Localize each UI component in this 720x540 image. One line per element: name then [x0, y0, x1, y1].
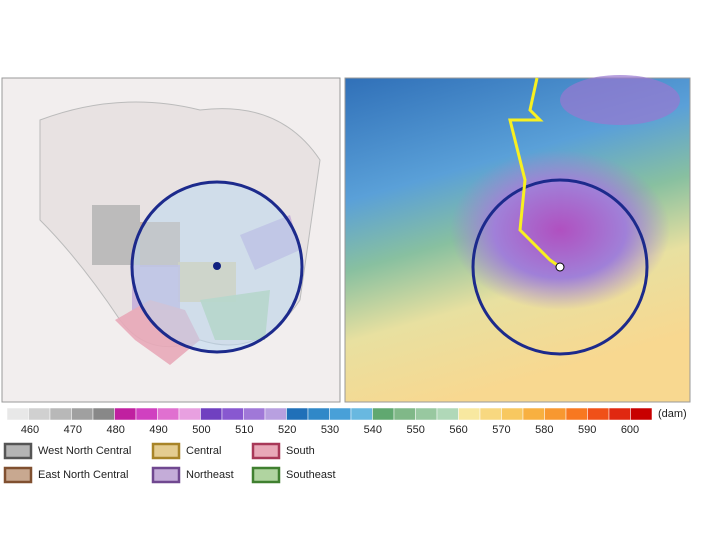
colorbar-tick-label: 590: [578, 424, 596, 436]
colorbar-swatch: [243, 407, 266, 421]
colorbar-swatch: [71, 407, 94, 421]
right-map: [344, 75, 691, 403]
colorbar-tick-label: 500: [192, 424, 210, 436]
colorbar-swatch: [630, 407, 653, 421]
legend-swatch: [3, 466, 33, 484]
colorbar-tick-label: 540: [364, 424, 382, 436]
colorbar-swatch: [264, 407, 287, 421]
colorbar-tick-label: 490: [149, 424, 167, 436]
colorbar-swatch: [307, 407, 330, 421]
colorbar-tick-label: 570: [492, 424, 510, 436]
colorbar-unit: (dam): [658, 408, 687, 420]
colorbar: 460 470 480 490 500 510 520 530 540 550 560 570 580 5…: [6, 407, 653, 436]
legend-swatch: [151, 466, 181, 484]
legend-label: Southeast: [286, 469, 336, 481]
colorbar-tick-label: 530: [321, 424, 339, 436]
left-map: [1, 77, 341, 403]
colorbar-swatch: [6, 407, 29, 421]
colorbar-tick-label: 510: [235, 424, 253, 436]
colorbar-swatch: [200, 407, 223, 421]
legend: West North Central Central South East North…: [3, 442, 336, 484]
colorbar-swatch: [350, 407, 373, 421]
legend-label: East North Central: [38, 469, 128, 481]
colorbar-swatch: [178, 407, 201, 421]
colorbar-swatch: [501, 407, 524, 421]
legend-swatch: [251, 442, 281, 460]
legend-label: South: [286, 445, 315, 457]
colorbar-swatch: [114, 407, 137, 421]
colorbar-swatch: [49, 407, 72, 421]
colorbar-swatch: [135, 407, 158, 421]
colorbar-tick-label: 550: [407, 424, 425, 436]
colorbar-swatch: [286, 407, 309, 421]
colorbar-swatch: [393, 407, 416, 421]
colorbar-tick-label: 480: [107, 424, 125, 436]
colorbar-swatch: [221, 407, 244, 421]
colorbar-swatch: [458, 407, 481, 421]
colorbar-swatch: [157, 407, 180, 421]
colorbar-swatch: [415, 407, 438, 421]
colorbar-swatch: [565, 407, 588, 421]
colorbar-swatch: [436, 407, 459, 421]
legend-swatch: [3, 442, 33, 460]
colorbar-tick-label: 560: [449, 424, 467, 436]
legend-swatch: [251, 466, 281, 484]
colorbar-swatch: [28, 407, 51, 421]
colorbar-swatch: [372, 407, 395, 421]
colorbar-swatch: [329, 407, 352, 421]
colorbar-tick-label: 470: [64, 424, 82, 436]
colorbar-swatch: [92, 407, 115, 421]
colorbar-swatch: [522, 407, 545, 421]
legend-label: Central: [186, 445, 221, 457]
colorbar-swatch: [544, 407, 567, 421]
colorbar-swatch: [479, 407, 502, 421]
legend-label: West North Central: [38, 445, 131, 457]
colorbar-tick-label: 580: [535, 424, 553, 436]
colorbar-swatch: [587, 407, 610, 421]
legend-swatch: [151, 442, 181, 460]
colorbar-swatch: [608, 407, 631, 421]
colorbar-tick-label: 600: [621, 424, 639, 436]
colorbar-tick-label: 520: [278, 424, 296, 436]
legend-label: Northeast: [186, 469, 234, 481]
colorbar-tick-label: 460: [21, 424, 39, 436]
